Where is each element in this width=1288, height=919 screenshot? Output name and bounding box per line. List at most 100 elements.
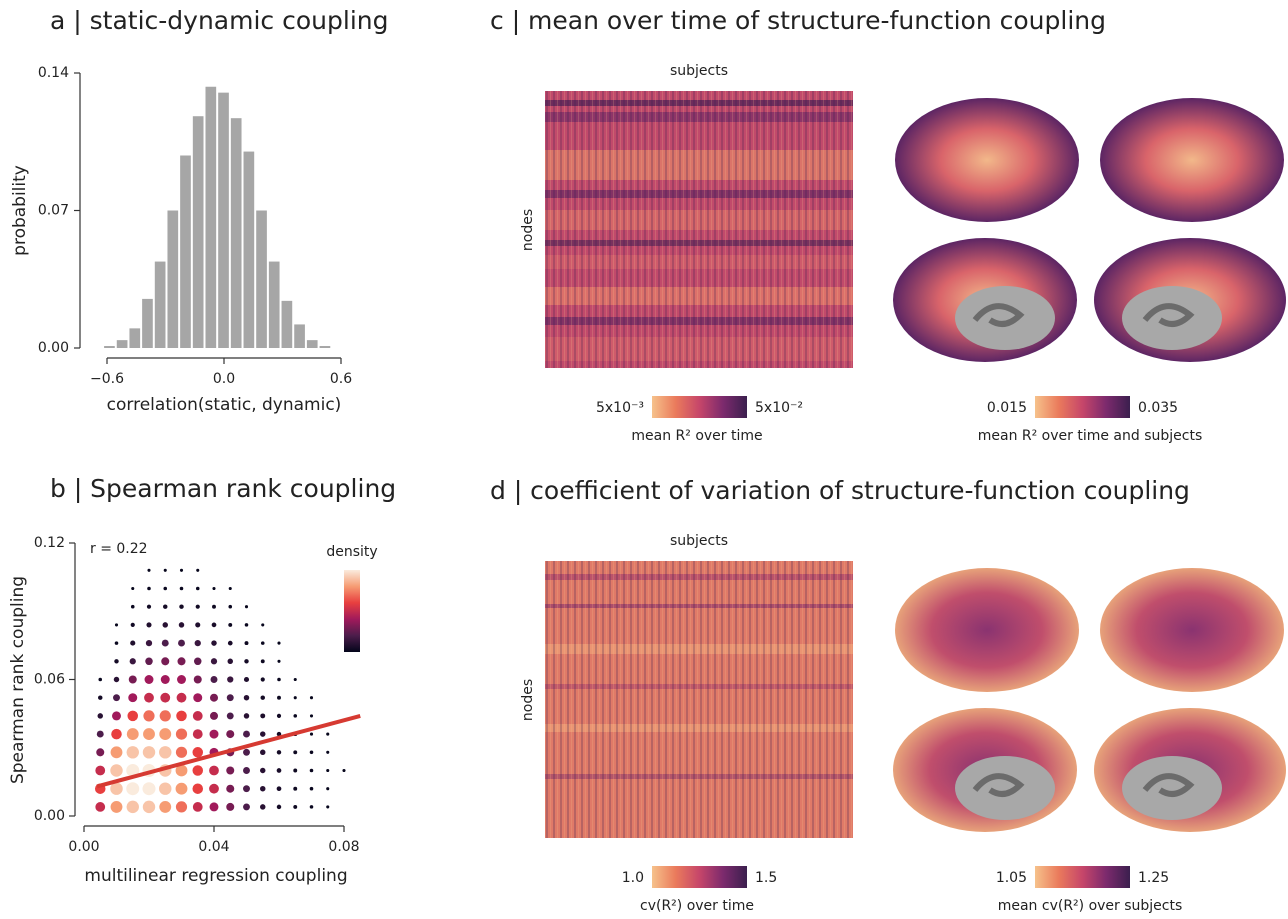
density-dot <box>243 731 250 738</box>
density-dot <box>127 801 139 813</box>
density-dot <box>293 750 297 754</box>
density-dot <box>127 711 138 722</box>
density-dot <box>260 768 265 773</box>
density-dot <box>98 713 103 718</box>
density-dot <box>310 696 313 699</box>
x-tick-label: 0.6 <box>330 371 352 387</box>
density-dot <box>111 746 123 758</box>
density-dot <box>179 604 183 608</box>
density-dot <box>245 641 249 645</box>
bar <box>180 156 191 349</box>
density-dot <box>192 747 203 758</box>
colorbar-label: cv(R²) over time <box>640 898 754 914</box>
bar <box>117 340 128 348</box>
density-dot <box>161 657 169 665</box>
density-dot <box>193 802 203 812</box>
y-tick-label: 0.00 <box>34 808 65 824</box>
density-dot <box>310 805 314 809</box>
density-dot <box>211 658 217 664</box>
density-dot <box>277 714 281 718</box>
density-dot <box>143 710 154 721</box>
density-dot <box>114 659 118 663</box>
density-dot <box>163 587 167 591</box>
density-dot <box>195 622 200 627</box>
density-dot <box>277 805 281 809</box>
brain-renders <box>893 98 1286 832</box>
x-axis-label: correlation(static, dynamic) <box>107 395 342 415</box>
density-dot <box>194 675 202 683</box>
density-dot <box>260 731 265 736</box>
x-axis-label: multilinear regression coupling <box>84 866 347 886</box>
density-dot <box>163 622 168 627</box>
density-dot <box>159 801 171 813</box>
density-dot <box>193 711 203 721</box>
colorbar-tick-label: 0.015 <box>987 400 1027 416</box>
heatmap-texture <box>545 561 853 838</box>
density-dot <box>159 728 171 740</box>
density-dot <box>226 785 234 793</box>
density-dot <box>277 696 281 700</box>
density-dot <box>227 676 233 682</box>
density-dot <box>210 712 218 720</box>
density-dot <box>164 569 167 572</box>
density-dot <box>228 659 233 664</box>
density-dot <box>260 713 265 718</box>
density-dot <box>226 730 234 738</box>
density-dot <box>326 733 329 736</box>
density-dot <box>294 678 297 681</box>
density-dot <box>293 714 297 718</box>
density-dot <box>127 746 139 758</box>
density-dot <box>196 587 200 591</box>
density-dot <box>310 751 314 755</box>
colorbar-label: mean R² over time and subjects <box>978 428 1203 444</box>
density-dot <box>326 787 329 790</box>
density-dot <box>179 622 184 627</box>
density-dot <box>310 733 313 736</box>
density-dot <box>210 730 219 739</box>
density-dot <box>111 801 123 813</box>
density-dot <box>177 657 185 665</box>
density-dot <box>277 678 281 682</box>
density-dot <box>210 802 219 811</box>
density-dot <box>209 766 219 776</box>
colorbar <box>652 396 747 418</box>
density-dot <box>145 658 153 666</box>
density-dot <box>146 622 151 627</box>
density-dot <box>196 569 199 572</box>
y-axis-label: nodes <box>520 209 536 251</box>
y-tick-label: 0.14 <box>38 65 69 81</box>
x-tick-label: 0.0 <box>213 371 235 387</box>
density-dot <box>212 623 217 628</box>
density-dot <box>113 694 120 701</box>
density-dot <box>145 675 154 684</box>
density-dot <box>229 587 232 590</box>
density-dot <box>192 783 203 794</box>
heatmap-texture <box>545 91 853 368</box>
density-dot <box>115 641 119 645</box>
density-dot <box>130 641 135 646</box>
density-dot <box>176 747 187 758</box>
density-dot <box>194 658 202 666</box>
density-dot <box>244 659 248 663</box>
density-dot <box>163 604 167 608</box>
density-dot <box>245 605 248 608</box>
colorbar-tick-label: 0.035 <box>1138 400 1178 416</box>
density-dot <box>159 746 171 758</box>
colorbar-tick-label: 1.25 <box>1138 870 1169 886</box>
y-tick-label: 0.06 <box>34 672 65 688</box>
density-dot <box>180 569 183 572</box>
density-dot <box>261 677 265 681</box>
density-dot <box>226 803 234 811</box>
density-dot <box>96 748 104 756</box>
density-dot <box>159 782 171 794</box>
density-dot <box>260 804 265 809</box>
density-dot <box>131 587 134 590</box>
density-dot <box>196 605 200 609</box>
x-tick-label: 0.00 <box>68 839 99 855</box>
density-dot <box>143 728 155 740</box>
density-dot <box>146 640 152 646</box>
density-dot <box>243 803 250 810</box>
density-dot <box>243 749 250 756</box>
density-dot <box>293 787 297 791</box>
density-dot <box>129 675 137 683</box>
